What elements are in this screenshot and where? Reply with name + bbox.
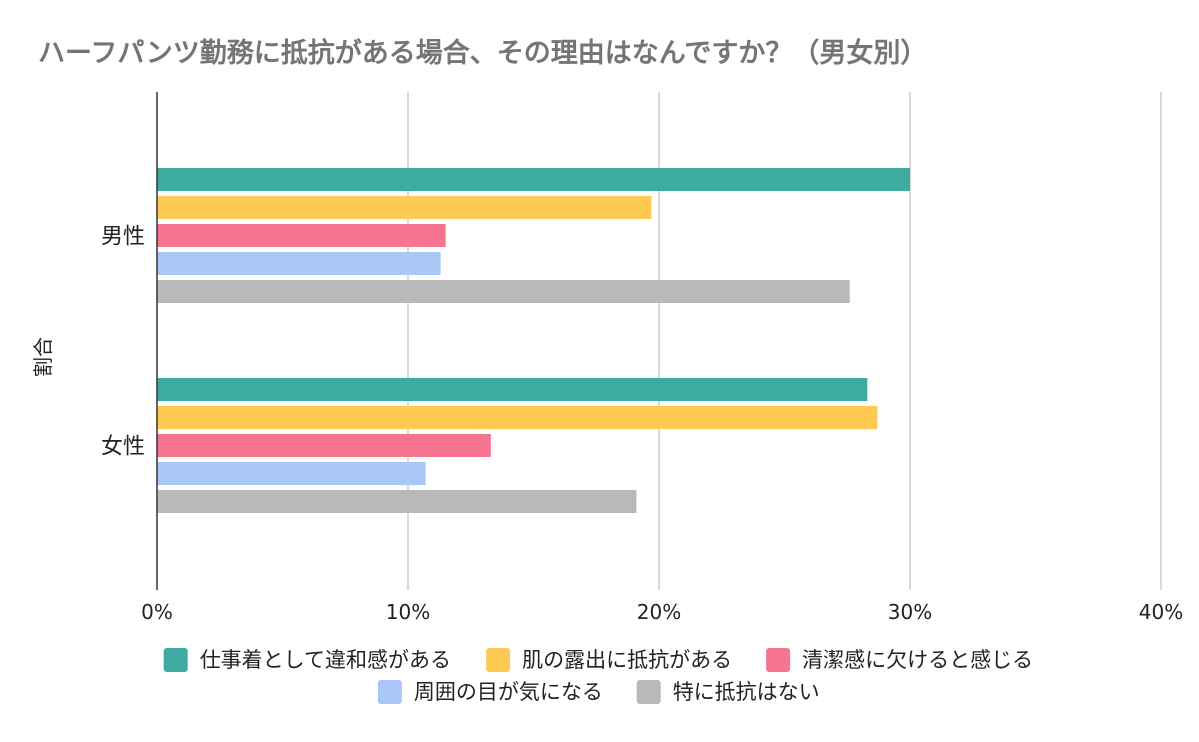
category-label: 女性 [101, 435, 145, 460]
legend-item: 清潔感に欠けると感じる [766, 648, 1033, 672]
bars [157, 168, 910, 513]
legend-item: 仕事着として違和感がある [163, 648, 451, 672]
legend-label: 特に抵抗はない [673, 680, 820, 704]
y-axis-label: 割合 [31, 337, 55, 377]
legend-item: 肌の露出に抵抗がある [486, 648, 732, 672]
x-tick-label: 30% [888, 600, 932, 624]
legend-label: 周囲の目が気になる [414, 680, 603, 704]
bar [157, 280, 850, 303]
bar [157, 168, 910, 191]
bar [157, 196, 652, 219]
legend-swatch [163, 648, 188, 672]
x-tick-label: 40% [1139, 600, 1183, 624]
legend-swatch [486, 648, 511, 672]
legend-label: 仕事着として違和感がある [200, 648, 451, 672]
legend-item: 周囲の目が気になる [377, 680, 603, 704]
legend-swatch [377, 680, 402, 704]
x-axis-ticks: 0% 10% 20% 30% 40% [141, 600, 1183, 624]
x-tick-label: 0% [141, 600, 173, 624]
bar [157, 434, 491, 457]
legend: 仕事着として違和感がある 肌の露出に抵抗がある 清潔感に欠けると感じる周囲の目が気に… [163, 648, 1033, 704]
x-tick-label: 10% [386, 600, 430, 624]
bar [157, 224, 446, 247]
legend-label: 肌の露出に抵抗がある [522, 648, 732, 672]
bar [157, 378, 868, 401]
bar [157, 462, 426, 485]
legend-swatch [766, 648, 791, 672]
category-label: 男性 [101, 225, 145, 250]
chart-title: ハーフパンツ勤務に抵抗がある場合、その理由はなんですか？（男女別） [38, 37, 927, 69]
gridlines [407, 92, 1162, 590]
legend-swatch [636, 680, 661, 704]
legend-label: 清潔感に欠けると感じる [802, 648, 1033, 672]
legend-item: 特に抵抗はない [636, 680, 820, 704]
bar [157, 490, 637, 513]
bar [157, 406, 878, 429]
x-tick-label: 20% [637, 600, 681, 624]
bar [157, 252, 441, 275]
